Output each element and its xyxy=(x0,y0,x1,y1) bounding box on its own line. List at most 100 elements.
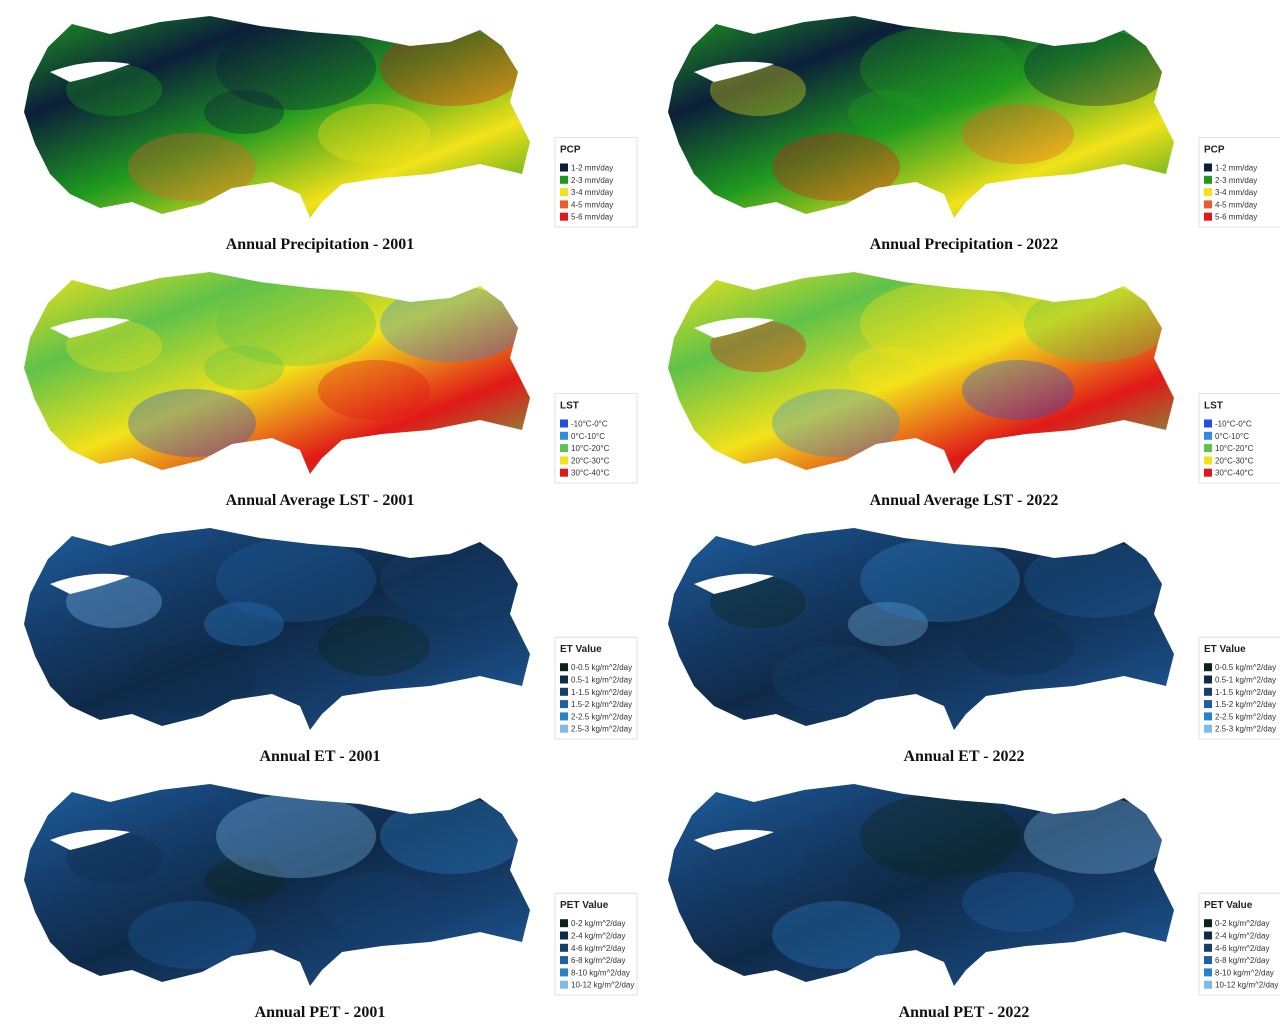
legend-swatch xyxy=(560,213,568,221)
legend-swatch xyxy=(1204,944,1212,952)
legend-swatch xyxy=(560,420,568,428)
map-blob xyxy=(380,542,524,618)
legend-swatch xyxy=(560,725,568,733)
map-blob xyxy=(860,26,1020,110)
legend-swatch xyxy=(1204,688,1212,696)
map-blob xyxy=(962,104,1074,164)
map-caption: Annual Average LST - 2022 xyxy=(870,492,1059,509)
map-blob xyxy=(128,901,256,969)
legend-label: 0.5-1 kg/m^2/day xyxy=(1215,676,1276,685)
legend-label: 1-2 mm/day xyxy=(571,164,613,173)
legend-swatch xyxy=(1204,432,1212,440)
map-blob xyxy=(772,645,900,713)
legend-label: 6-8 kg/m^2/day xyxy=(571,956,625,965)
legend-swatch xyxy=(1204,469,1212,477)
legend-label: 3-4 mm/day xyxy=(571,188,613,197)
legend-label: 0-2 kg/m^2/day xyxy=(1215,919,1269,928)
legend-label: 4-6 kg/m^2/day xyxy=(1215,944,1269,953)
map-blob xyxy=(772,389,900,457)
legend-swatch xyxy=(1204,956,1212,964)
map-blob xyxy=(772,901,900,969)
legend-swatch xyxy=(560,176,568,184)
legend-label: 2.5-3 kg/m^2/day xyxy=(1215,725,1276,734)
legend-label: 8-10 kg/m^2/day xyxy=(571,968,630,977)
legend-label: -10°C-0°C xyxy=(1215,420,1252,429)
legend-swatch xyxy=(560,200,568,208)
legend-label: 2-3 mm/day xyxy=(571,176,613,185)
legend-swatch xyxy=(1204,420,1212,428)
map-blob xyxy=(128,645,256,713)
legend-label: 3-4 mm/day xyxy=(1215,188,1257,197)
legend-label: 2-2.5 kg/m^2/day xyxy=(571,712,632,721)
legend-label: 4-5 mm/day xyxy=(571,200,613,209)
legend-label: 30°C-40°C xyxy=(1215,469,1254,478)
map-blob xyxy=(860,794,1020,878)
legend-title: PCP xyxy=(560,145,581,156)
map-blob xyxy=(860,282,1020,366)
legend-swatch xyxy=(560,456,568,464)
legend-label: 0°C-10°C xyxy=(1215,432,1249,441)
map-blob xyxy=(962,360,1074,420)
map-blob xyxy=(772,133,900,201)
legend-swatch xyxy=(560,700,568,708)
legend-label: 2-4 kg/m^2/day xyxy=(571,932,625,941)
map-blob xyxy=(216,794,376,878)
legend-label: 30°C-40°C xyxy=(571,469,610,478)
map-caption: Annual ET - 2001 xyxy=(259,748,380,765)
legend-title: ET Value xyxy=(1204,644,1246,655)
legend-swatch xyxy=(1204,213,1212,221)
legend-label: 5-6 mm/day xyxy=(571,213,613,222)
map-blob xyxy=(318,360,430,420)
legend-swatch xyxy=(1204,981,1212,989)
legend-label: 0°C-10°C xyxy=(571,432,605,441)
map-blob xyxy=(380,798,524,874)
map-blob xyxy=(216,26,376,110)
map-caption: Annual PET - 2001 xyxy=(255,1004,386,1021)
legend-label: 0-0.5 kg/m^2/day xyxy=(571,663,632,672)
map-blob xyxy=(128,389,256,457)
figure: PCP 1-2 mm/day 2-3 mm/day 3-4 mm/day 4-5 mm/… xyxy=(0,0,1280,1024)
legend-label: 6-8 kg/m^2/day xyxy=(1215,956,1269,965)
legend-label: 1-1.5 kg/m^2/day xyxy=(571,688,632,697)
legend-title: LST xyxy=(1204,401,1223,412)
legend-label: 0.5-1 kg/m^2/day xyxy=(571,676,632,685)
legend-swatch xyxy=(1204,188,1212,196)
legend-label: 2-2.5 kg/m^2/day xyxy=(1215,712,1276,721)
legend-label: 2.5-3 kg/m^2/day xyxy=(571,725,632,734)
legend-label: 20°C-30°C xyxy=(571,456,610,465)
legend-title: LST xyxy=(560,401,579,412)
legend-label: 5-6 mm/day xyxy=(1215,213,1257,222)
legend-title: PCP xyxy=(1204,145,1225,156)
legend-swatch xyxy=(1204,200,1212,208)
map-panel: PCP 1-2 mm/day 2-3 mm/day 3-4 mm/day 4-5 mm/… xyxy=(24,16,637,253)
legend-swatch xyxy=(560,444,568,452)
legend-label: 1.5-2 kg/m^2/day xyxy=(571,700,632,709)
map-blob xyxy=(318,616,430,676)
map-panel: LST -10°C-0°C 0°C-10°C 10°C-20°C 20°C-30°C 30… xyxy=(24,272,637,509)
map-blob xyxy=(1024,542,1168,618)
legend-title: PET Value xyxy=(1204,900,1253,911)
legend-label: 10°C-20°C xyxy=(1215,444,1254,453)
legend-label: -10°C-0°C xyxy=(571,420,608,429)
legend-label: 20°C-30°C xyxy=(1215,456,1254,465)
map-panel: LST -10°C-0°C 0°C-10°C 10°C-20°C 20°C-30°C 30… xyxy=(668,272,1280,509)
legend-label: 2-4 kg/m^2/day xyxy=(1215,932,1269,941)
legend-label: 8-10 kg/m^2/day xyxy=(1215,968,1274,977)
legend-label: 2-3 mm/day xyxy=(1215,176,1257,185)
legend-swatch xyxy=(1204,725,1212,733)
legend-label: 4-6 kg/m^2/day xyxy=(571,944,625,953)
map-caption: Annual PET - 2022 xyxy=(899,1004,1030,1021)
map-panel: PET Value 0-2 kg/m^2/day 2-4 kg/m^2/day 4-6… xyxy=(668,784,1280,1021)
legend-label: 10°C-20°C xyxy=(571,444,610,453)
legend-swatch xyxy=(1204,444,1212,452)
legend-title: PET Value xyxy=(560,900,609,911)
legend-swatch xyxy=(560,469,568,477)
legend-swatch xyxy=(560,188,568,196)
legend-swatch xyxy=(560,944,568,952)
legend-swatch xyxy=(1204,663,1212,671)
legend-swatch xyxy=(1204,968,1212,976)
legend-swatch xyxy=(560,981,568,989)
